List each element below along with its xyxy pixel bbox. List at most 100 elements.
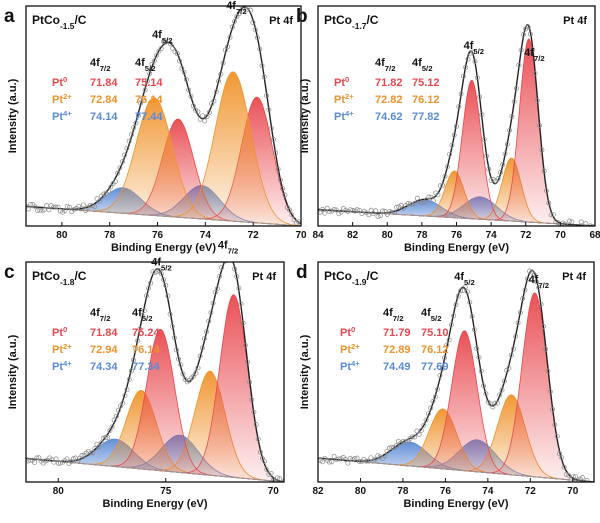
raw-point (327, 208, 332, 214)
raw-point (412, 434, 418, 440)
raw-point (177, 58, 182, 64)
raw-point (550, 406, 556, 412)
raw-point (90, 450, 96, 456)
raw-point (234, 274, 240, 280)
species-value-pt4: 74.34 (90, 361, 118, 373)
raw-point (142, 87, 148, 93)
raw-point (90, 203, 95, 209)
raw-point (451, 132, 457, 138)
raw-point (563, 471, 569, 477)
table-header-sub: 5/2 (145, 64, 156, 73)
raw-point (430, 398, 436, 404)
species-value-pt0: 71.84 (90, 77, 118, 89)
raw-point (486, 166, 492, 172)
raw-point (201, 336, 207, 342)
raw-point (386, 445, 392, 451)
raw-point (169, 323, 175, 329)
raw-point (238, 301, 244, 307)
x-tick-label: 72 (248, 230, 260, 241)
raw-point (517, 310, 523, 315)
raw-point (280, 186, 286, 192)
raw-point (375, 214, 381, 219)
species-value-pt0: 71.84 (90, 327, 118, 339)
raw-point (387, 208, 393, 214)
raw-point (470, 49, 476, 55)
peak-annotation-base: 4f (218, 239, 228, 251)
raw-point (293, 220, 299, 226)
table-header-sub: 7/2 (100, 64, 111, 73)
raw-point (566, 472, 572, 478)
sample-title-base: /C (74, 269, 86, 283)
species-value-pt4: 74.14 (90, 111, 118, 123)
raw-point (170, 45, 176, 51)
region-label: Pt 4f (252, 271, 276, 283)
species-label-pt4-sup: 4+ (351, 359, 360, 368)
raw-point (226, 257, 230, 261)
raw-point (242, 342, 248, 348)
raw-point (329, 459, 335, 465)
raw-point (133, 346, 139, 352)
raw-point (389, 444, 395, 450)
peak-annotation-sub: 5/2 (473, 46, 484, 55)
raw-point (545, 368, 551, 374)
raw-point (146, 285, 152, 291)
x-tick-label: 74 (486, 230, 498, 241)
raw-point (497, 170, 503, 175)
raw-point (501, 378, 507, 384)
plot-frame (317, 261, 595, 483)
raw-point (35, 208, 40, 213)
x-tick-label: 84 (312, 230, 324, 241)
raw-point (266, 107, 272, 113)
raw-point (508, 352, 514, 358)
peak-annotation-base: 4f (464, 40, 474, 52)
raw-point (375, 453, 381, 459)
raw-point (584, 478, 590, 482)
raw-point (257, 46, 263, 52)
raw-point (247, 379, 253, 385)
raw-point (208, 310, 214, 316)
x-tick-label: 74 (482, 486, 494, 497)
raw-point (530, 47, 536, 53)
raw-point (103, 434, 109, 440)
raw-point (34, 455, 40, 461)
raw-point (340, 206, 346, 211)
y-axis-label: Intensity (a.u.) (7, 78, 19, 153)
table-header-sub: 5/2 (431, 314, 442, 323)
raw-point (152, 270, 158, 276)
raw-point (511, 346, 516, 352)
raw-point (477, 94, 483, 100)
species-value-pt0: 71.82 (375, 77, 403, 89)
species-label-pt0-sup: 0 (63, 325, 67, 334)
raw-point (264, 93, 270, 99)
peak-annotation-sub: 5/2 (161, 263, 172, 272)
raw-data-points (318, 268, 593, 482)
raw-point (206, 318, 212, 324)
raw-point (324, 205, 330, 211)
raw-point (382, 209, 388, 214)
species-label-pt0: Pt0 (340, 325, 355, 340)
raw-point (396, 204, 402, 210)
raw-point (141, 308, 147, 313)
raw-point (538, 301, 544, 307)
raw-point (419, 427, 424, 433)
raw-point (552, 422, 558, 428)
raw-point (26, 456, 29, 462)
raw-point (273, 150, 279, 156)
raw-point (275, 166, 281, 172)
raw-point (456, 104, 462, 110)
raw-point (57, 208, 63, 214)
raw-point (481, 383, 487, 389)
table-header-sub: 5/2 (422, 64, 433, 73)
raw-point (133, 120, 139, 126)
raw-point (251, 409, 257, 415)
raw-point (463, 64, 469, 70)
raw-point (484, 153, 489, 159)
x-tick-label: 78 (397, 486, 409, 497)
raw-point (557, 451, 562, 457)
raw-point (454, 123, 459, 129)
table-header: 4f7/2 (90, 307, 110, 323)
raw-point (147, 71, 153, 77)
x-tick-label: 80 (53, 486, 65, 497)
raw-point (252, 27, 258, 33)
raw-point (546, 200, 552, 206)
